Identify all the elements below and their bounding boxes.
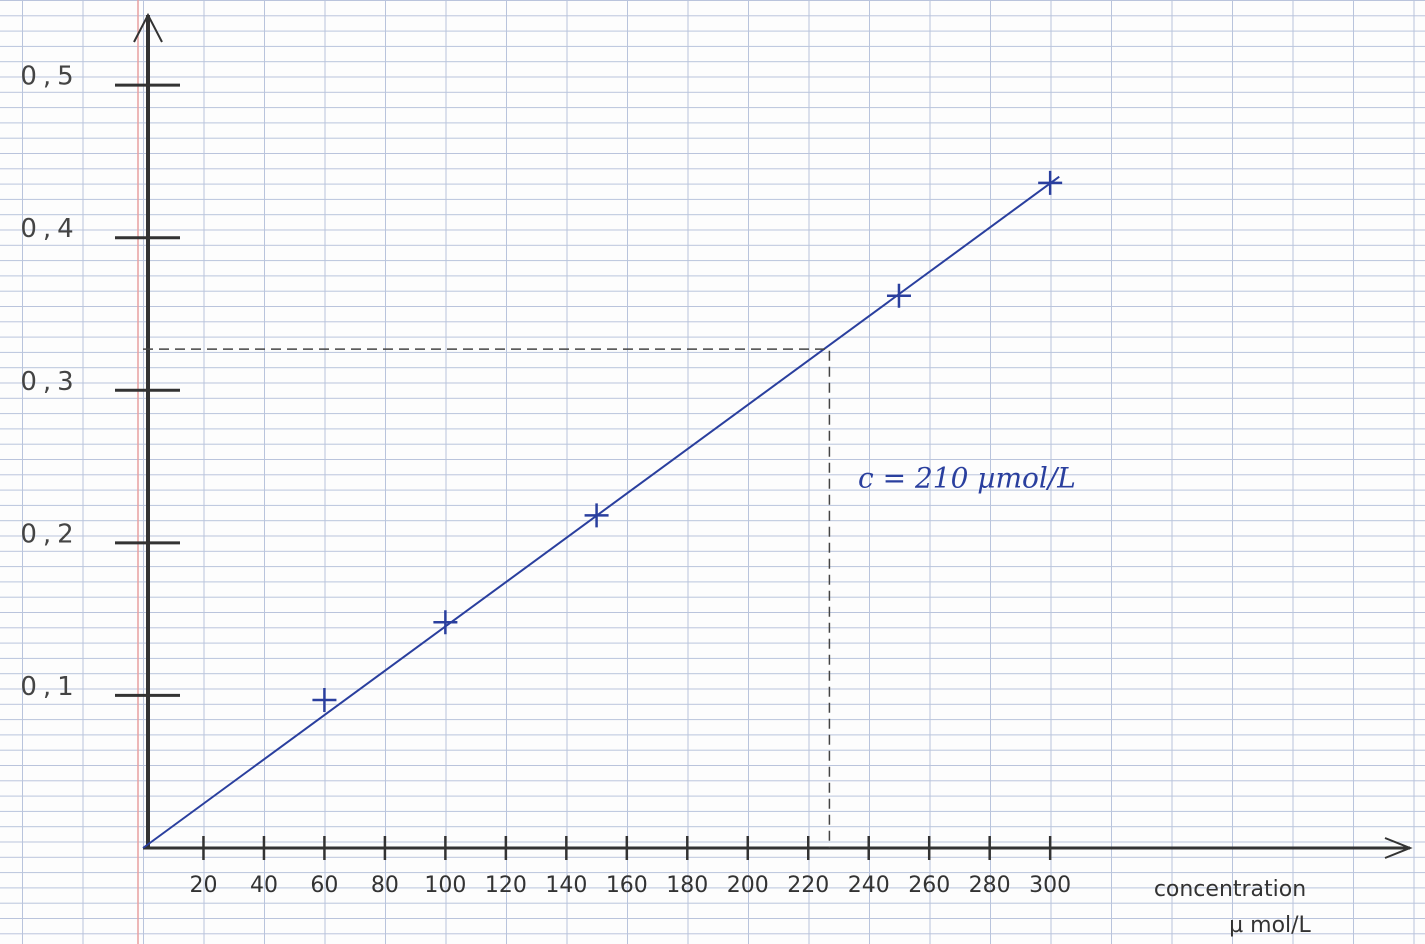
x-axis-label: concentration	[1154, 877, 1306, 902]
x-tick-label: 120	[485, 873, 527, 898]
y-tick-label: 0,2	[20, 519, 79, 549]
x-tick-label: 200	[727, 873, 769, 898]
y-tick-label: 0,5	[20, 62, 79, 92]
x-tick-label: 260	[908, 873, 950, 898]
page: {"chart_data": {"type": "scatter", "x": …	[0, 0, 1425, 944]
x-tick-label: 60	[310, 873, 338, 898]
x-tick-label: 300	[1029, 873, 1071, 898]
y-tick-label: 0,1	[20, 672, 79, 702]
y-tick-label: 0,3	[20, 367, 79, 397]
y-tick-label: 0,4	[20, 214, 79, 244]
x-tick-label: 240	[848, 873, 890, 898]
x-axis-unit: µ mol/L	[1229, 913, 1311, 938]
x-tick-label: 160	[606, 873, 648, 898]
x-tick-label: 180	[666, 873, 708, 898]
annotation: c = 210 µmol/L	[858, 462, 1076, 495]
x-tick-label: 80	[371, 873, 399, 898]
x-tick-label: 20	[189, 873, 217, 898]
x-tick-label: 40	[250, 873, 278, 898]
paper-columns	[0, 0, 1425, 944]
x-tick-label: 100	[424, 873, 466, 898]
chart: concentration µ mol/L 20 40 60 80 100 120 140 1…	[0, 0, 1425, 944]
x-tick-label: 280	[969, 873, 1011, 898]
x-tick-label: 140	[545, 873, 587, 898]
x-tick-label: 220	[787, 873, 829, 898]
